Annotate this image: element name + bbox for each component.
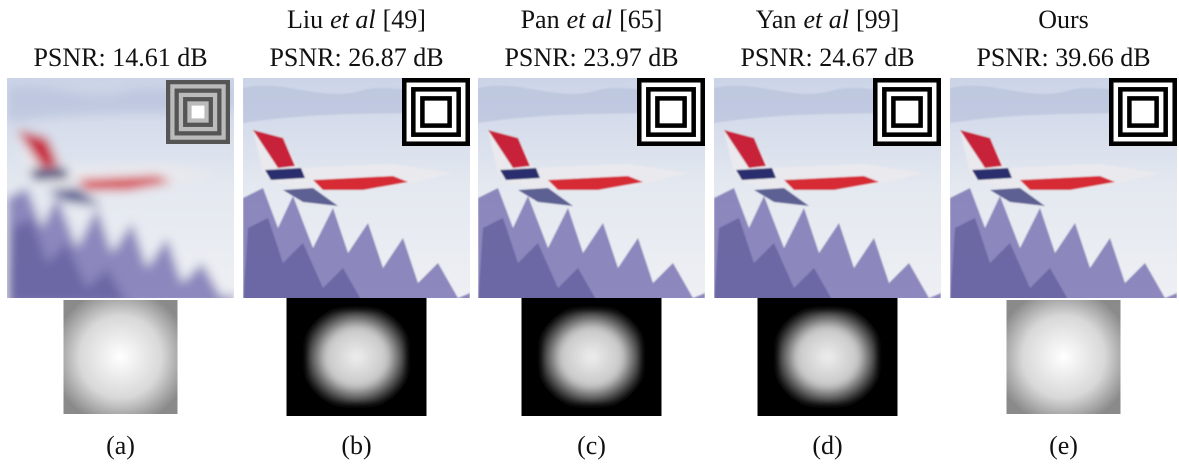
result-image bbox=[468, 68, 715, 308]
figure: PSNR: 14.61 dB(a)Liuet al[49]PSNR: 26.87… bbox=[0, 0, 1179, 466]
caption: (d) bbox=[812, 431, 842, 460]
method-etal: et al bbox=[330, 5, 376, 34]
blur-kernel bbox=[1007, 300, 1121, 414]
psnr-label: PSNR: 39.66 dB bbox=[976, 43, 1150, 72]
column: PSNR: 14.61 dB (a) bbox=[0, 43, 244, 460]
inset-pattern bbox=[402, 78, 470, 146]
method-etal: et al bbox=[567, 5, 613, 34]
method-name: Liu bbox=[287, 5, 323, 34]
method-ref: [65] bbox=[619, 5, 662, 34]
method-name: Ours bbox=[1038, 5, 1089, 34]
psnr-label: PSNR: 23.97 dB bbox=[504, 43, 678, 72]
psnr-label: PSNR: 24.67 dB bbox=[740, 43, 914, 72]
caption: (c) bbox=[577, 431, 606, 460]
method-ref: [99] bbox=[856, 5, 899, 34]
psnr-label: PSNR: 26.87 dB bbox=[269, 43, 443, 72]
column: Ours PSNR: 39.66 dB (e) bbox=[940, 5, 1179, 460]
inset-pattern bbox=[1109, 78, 1177, 146]
blur-kernel bbox=[522, 298, 662, 416]
result-image bbox=[233, 68, 480, 308]
inset-pattern bbox=[873, 78, 941, 146]
method-ref: [49] bbox=[383, 5, 426, 34]
psnr-label: PSNR: 14.61 dB bbox=[33, 43, 207, 72]
caption: (b) bbox=[341, 431, 371, 460]
caption: (a) bbox=[106, 431, 135, 460]
method-etal: et al bbox=[803, 5, 849, 34]
result-image bbox=[940, 68, 1179, 308]
blur-kernel bbox=[758, 298, 898, 416]
inset-pattern bbox=[166, 80, 230, 144]
caption: (e) bbox=[1049, 431, 1078, 460]
inset-pattern bbox=[637, 78, 705, 146]
blur-kernel bbox=[64, 300, 178, 414]
method-name: Yan bbox=[756, 5, 797, 34]
method-label: Ours bbox=[1038, 5, 1089, 34]
result-image bbox=[0, 68, 244, 308]
blur-kernel bbox=[287, 298, 427, 416]
method-name: Pan bbox=[521, 5, 560, 34]
result-image bbox=[704, 68, 951, 308]
